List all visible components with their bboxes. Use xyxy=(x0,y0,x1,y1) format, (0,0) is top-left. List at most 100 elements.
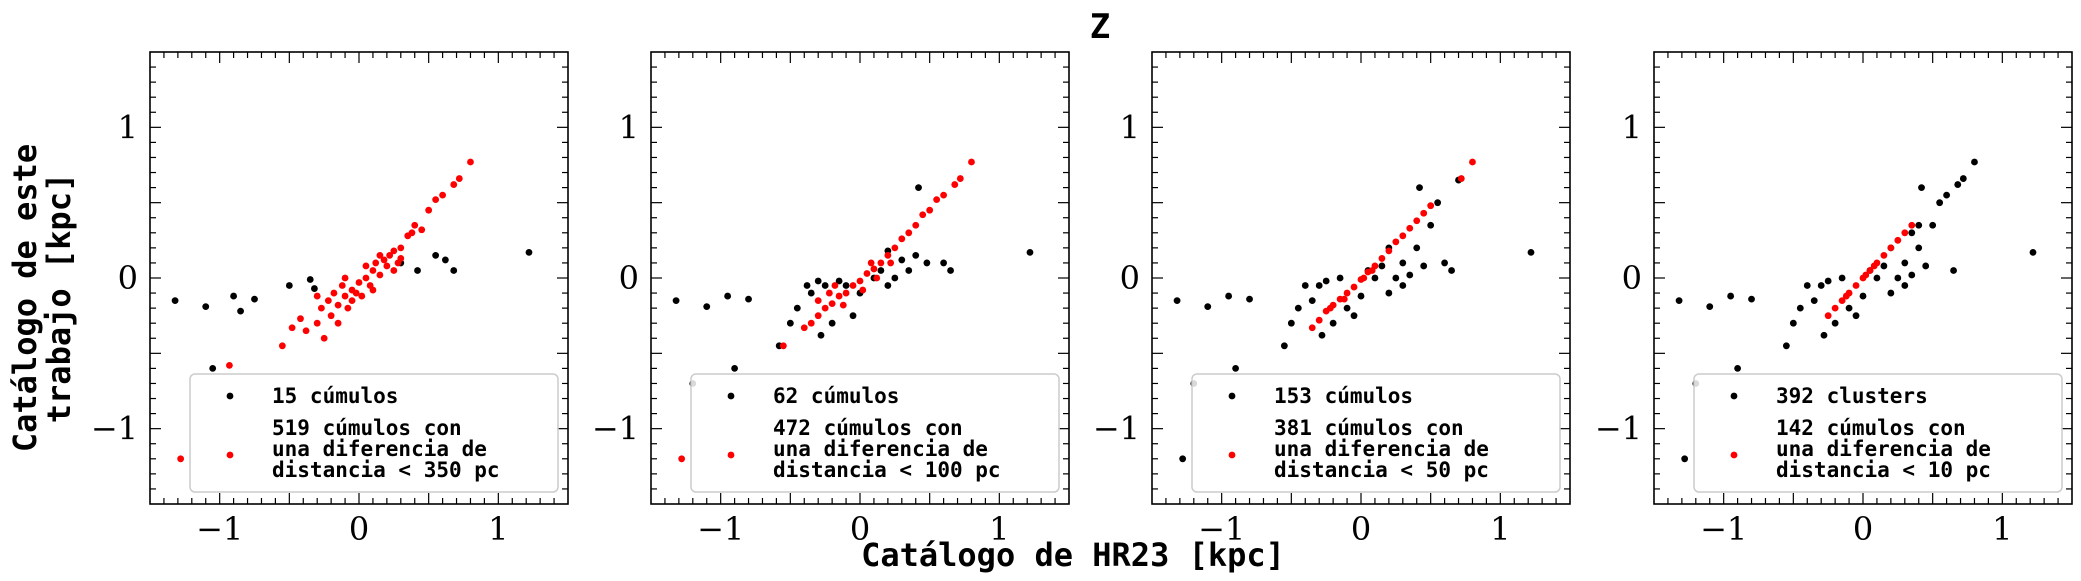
red-point xyxy=(940,191,947,199)
black-point xyxy=(1929,221,1937,229)
black-point xyxy=(1922,262,1930,270)
black-point xyxy=(814,277,822,285)
red-point xyxy=(849,282,857,289)
black-point xyxy=(1936,199,1944,207)
black-point xyxy=(1915,244,1923,252)
legend-marker-black xyxy=(1730,392,1738,400)
black-point xyxy=(209,365,217,372)
black-point xyxy=(1810,297,1818,304)
red-point xyxy=(825,289,833,297)
y-tick-label: 0 xyxy=(619,259,639,297)
black-point xyxy=(940,259,947,267)
x-tick-label: −1 xyxy=(1198,510,1245,548)
red-point xyxy=(352,289,360,297)
black-point xyxy=(915,184,922,192)
red-point xyxy=(390,247,398,255)
black-point xyxy=(1789,319,1797,327)
red-point xyxy=(397,255,405,262)
black-point xyxy=(923,259,931,267)
red-point xyxy=(390,267,398,274)
black-point xyxy=(1434,199,1442,207)
red-point xyxy=(1406,224,1414,232)
red-point xyxy=(455,175,463,182)
black-point xyxy=(1873,274,1881,282)
legend-label-red-line: 381 cúmulos con xyxy=(1274,416,1464,440)
legend-marker-red xyxy=(1730,451,1738,459)
y-axis-label-line2: trabajo [kpc] xyxy=(40,173,78,423)
x-tick-label: 1 xyxy=(488,510,508,548)
y-tick-label: 1 xyxy=(619,108,639,146)
red-point xyxy=(1824,312,1832,320)
black-point xyxy=(1859,292,1867,300)
legend-label-black: 153 cúmulos xyxy=(1274,384,1413,408)
red-point xyxy=(814,297,822,304)
black-point xyxy=(1681,455,1689,463)
black-point xyxy=(1026,248,1034,256)
legend-label-red-line: distancia < 10 pc xyxy=(1776,458,1991,482)
x-tick-label: 0 xyxy=(1351,510,1371,548)
red-series xyxy=(678,158,975,463)
black-point xyxy=(1901,259,1909,267)
y-tick-label: 0 xyxy=(1622,259,1642,297)
black-point xyxy=(672,297,680,304)
red-point xyxy=(870,265,878,273)
y-tick-label: −1 xyxy=(1595,410,1642,448)
red-point xyxy=(873,274,881,282)
legend-label-black: 392 clusters xyxy=(1776,384,1928,408)
red-point xyxy=(376,271,384,279)
y-tick-label: 1 xyxy=(1120,108,1140,146)
legend-label-red-line: una diferencia de xyxy=(1776,437,1991,461)
red-point xyxy=(912,221,920,229)
black-point xyxy=(1527,248,1535,256)
red-point xyxy=(1842,292,1850,300)
legend-marker-black xyxy=(226,392,234,400)
legend-label-black: 62 cúmulos xyxy=(773,384,899,408)
black-point xyxy=(1329,319,1337,327)
red-point xyxy=(1908,221,1916,229)
black-point xyxy=(731,365,738,372)
red-point xyxy=(1469,158,1476,166)
black-point xyxy=(1336,274,1344,282)
black-point xyxy=(1399,282,1407,289)
black-point xyxy=(1225,292,1233,300)
red-point xyxy=(891,244,899,252)
black-point xyxy=(1204,303,1212,311)
black-point xyxy=(306,276,314,283)
red-point xyxy=(418,226,426,234)
black-point xyxy=(1294,304,1302,312)
legend-marker-red xyxy=(226,451,234,459)
x-tick-label: 0 xyxy=(850,510,870,548)
red-point xyxy=(383,262,391,270)
red-point xyxy=(1427,202,1435,210)
red-point xyxy=(1315,316,1323,324)
black-point xyxy=(1399,259,1407,267)
red-point xyxy=(863,270,871,277)
black-point xyxy=(237,307,244,315)
red-point xyxy=(1360,274,1368,282)
red-point xyxy=(317,304,325,312)
legend-label-red-line: distancia < 100 pc xyxy=(773,458,1001,482)
black-point xyxy=(1748,295,1755,303)
y-tick-label: −1 xyxy=(1093,410,1140,448)
red-point xyxy=(831,282,839,289)
red-point xyxy=(411,221,419,229)
red-point xyxy=(313,292,321,300)
red-point xyxy=(1378,255,1386,262)
black-point xyxy=(849,312,857,320)
red-point xyxy=(1870,262,1878,270)
red-point xyxy=(313,319,321,327)
black-point xyxy=(1308,297,1316,304)
legend-label-red-line: distancia < 50 pc xyxy=(1274,458,1489,482)
y-axis-label-line1: Catálogo de este xyxy=(6,144,44,452)
red-point xyxy=(1866,267,1874,274)
red-point xyxy=(807,319,815,327)
black-point xyxy=(1727,292,1735,300)
legend-label-red-line: 519 cúmulos con xyxy=(272,416,462,440)
black-point xyxy=(1959,175,1967,182)
black-point xyxy=(1831,319,1839,327)
black-point xyxy=(828,319,836,327)
x-tick-label: 1 xyxy=(989,510,1009,548)
suptitle: Z xyxy=(1090,7,1110,47)
